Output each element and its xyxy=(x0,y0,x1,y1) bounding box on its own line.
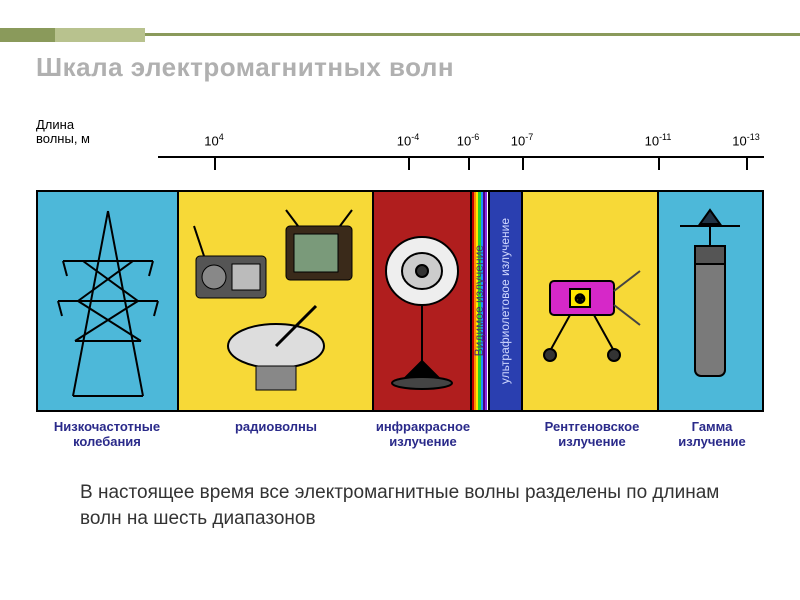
axis-label: Длина волны, м xyxy=(36,118,90,147)
axis-tick xyxy=(746,156,748,170)
band-low xyxy=(38,192,179,410)
summary-text: В настоящее время все электромагнитные в… xyxy=(80,480,740,531)
accent-block-2 xyxy=(55,28,145,42)
gamma-source-icon xyxy=(659,192,762,410)
power-tower-icon xyxy=(38,192,177,410)
band-caption-xray: Рентгеновскоеизлучение xyxy=(524,420,660,450)
band-radio xyxy=(179,192,374,410)
axis-tick xyxy=(522,156,524,170)
xray-machine-icon: ☢ xyxy=(523,192,656,410)
radio-tv-dish-icon xyxy=(179,192,372,410)
axis-tick xyxy=(408,156,410,170)
axis-line xyxy=(158,156,764,158)
axis-label-l1: Длина xyxy=(36,117,74,132)
band-caption-low: Низкочастотныеколебания xyxy=(36,420,178,450)
band-visible: Видимое излучение xyxy=(472,192,490,410)
band-caption-gamma: Гаммаизлучение xyxy=(660,420,764,450)
page-title: Шкала электромагнитных волн xyxy=(36,52,454,83)
wavelength-axis: Длина волны, м 104 10-4 10-6 10-7 10-11 10-13 xyxy=(36,118,764,178)
axis-tick-label: 10-13 xyxy=(732,132,759,148)
svg-text:☢: ☢ xyxy=(575,292,586,306)
spectrum-strip: Видимое излучение ультрафиолетовое излуче… xyxy=(36,190,764,412)
axis-tick-label: 10-4 xyxy=(397,132,419,148)
axis-tick xyxy=(214,156,216,170)
band-uv: ультрафиолетовое излучение xyxy=(490,192,524,410)
band-vertical-label: ультрафиолетовое излучение xyxy=(499,218,512,384)
axis-tick-label: 10-7 xyxy=(511,132,533,148)
axis-tick xyxy=(658,156,660,170)
axis-tick-label: 104 xyxy=(204,132,223,148)
band-xray: ☢ xyxy=(523,192,658,410)
band-ir xyxy=(374,192,471,410)
band-gamma xyxy=(659,192,762,410)
accent-block-1 xyxy=(0,28,55,42)
accent-line xyxy=(145,33,800,36)
band-caption-ir: инфракрасноеизлучение xyxy=(374,420,472,450)
heat-lamp-icon xyxy=(374,192,469,410)
band-vertical-label: Видимое излучение xyxy=(473,245,486,356)
band-caption-radio: радиоволны xyxy=(178,420,374,435)
axis-label-l2: волны, м xyxy=(36,131,90,146)
axis-tick xyxy=(468,156,470,170)
axis-tick-label: 10-11 xyxy=(645,132,672,148)
header-accent xyxy=(0,28,800,42)
axis-tick-label: 10-6 xyxy=(457,132,479,148)
